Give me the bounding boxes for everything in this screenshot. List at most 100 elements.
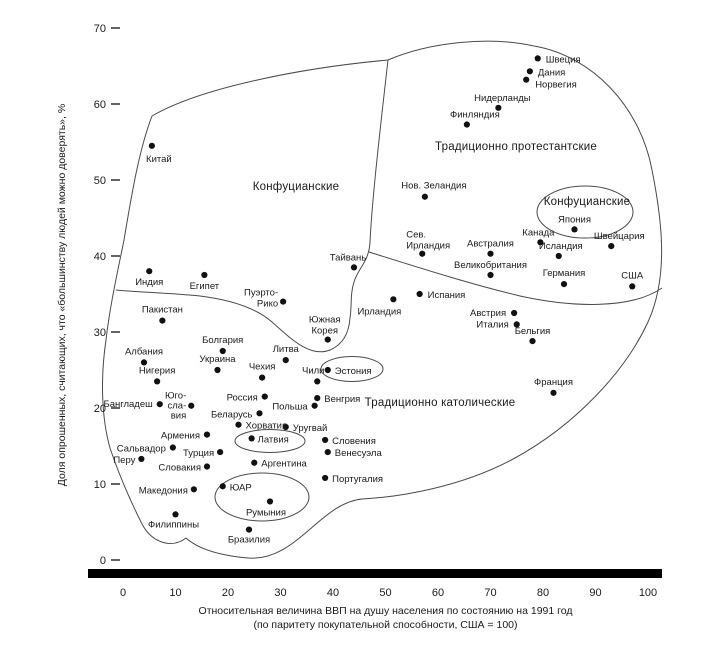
data-point [419,250,426,257]
data-point [266,498,274,505]
data-point [416,290,423,298]
x-tick-label: 80 [537,587,549,599]
x-tick-label: 90 [589,587,601,599]
x-axis-label-line1: Относительная величина ВВП на душу насел… [198,605,573,617]
data-point [322,436,329,444]
country-label: Италия [476,319,508,330]
data-point [219,347,226,355]
country-label: Перу [113,455,135,466]
data-point [529,338,536,345]
data-point [248,435,255,442]
confucian-japan-group [536,185,634,239]
data-point [172,511,179,518]
country-label: Пакистан [142,305,183,316]
country-label: Венесуэла [335,448,383,459]
data-point [534,55,541,62]
data-point [324,366,331,374]
country-label: Индия [135,277,163,288]
country-label: Македония [139,485,188,496]
data-point [156,401,163,408]
data-point [201,271,208,279]
data-point [629,283,636,290]
country-label: Болгария [202,335,243,346]
country-label: Тайвань [330,252,366,263]
data-point [259,374,266,381]
country-label: Чехия [249,362,276,373]
country-label: Южная Корея [309,315,341,337]
data-point [487,250,494,257]
data-point [314,395,321,402]
country-label: Польша [272,402,308,413]
y-tick-label: 10 [94,479,106,491]
data-point [280,298,287,305]
country-label: Исландия [539,241,583,252]
data-point [235,421,242,428]
y-tick-label: 20 [94,403,106,415]
data-point [495,104,502,111]
data-point [261,393,268,400]
country-label: Австралия [467,239,514,250]
data-point [324,336,331,343]
country-label: Швейцария [594,231,645,242]
x-tick-label: 10 [169,587,181,599]
data-point [256,410,263,417]
country-label: Венгрия [324,394,360,405]
data-point [390,296,397,303]
y-axis-label: Доля опрошенных, считающих, что «большин… [56,103,68,487]
data-point [217,448,224,456]
country-label: Армения [161,431,200,442]
country-label: Япония [558,214,591,225]
country-label: Финляндия [450,110,500,121]
country-label: Филиппины [148,519,199,530]
country-label: США [621,270,644,281]
country-label: Пуэрто-Рико [244,288,278,310]
country-label: Нидерланды [474,93,531,104]
divider-confucian [115,59,389,353]
country-label: Украина [199,354,236,365]
data-point [550,389,557,396]
data-point [463,121,470,128]
data-point [571,226,578,233]
data-point [148,142,155,149]
divider-protestant-catholic [368,251,663,305]
country-label: Латвия [258,434,289,445]
country-label: Бельгия [515,326,551,337]
data-point [282,357,289,364]
country-label: Австрия [470,308,506,319]
country-label: Бразилия [228,535,270,546]
country-label: Словакия [158,463,201,474]
data-point [487,271,494,279]
y-tick-label: 60 [94,99,106,111]
data-point [169,444,176,451]
country-label: Албания [125,346,163,357]
x-tick-label: 60 [432,587,444,599]
data-point [251,459,258,466]
country-label: Сальвадор [117,444,166,455]
data-point [526,68,533,75]
x-tick-label: 0 [120,587,126,599]
data-point [190,486,197,493]
country-label: Юго-сла-вия [165,391,186,422]
data-point [350,264,358,271]
region-label: Конфуцианские [544,196,631,208]
data-point [203,463,211,470]
data-point [282,423,289,431]
country-label: Великобритания [454,260,527,271]
x-tick-label: 100 [639,587,657,599]
country-label: Канада [522,227,555,238]
data-point [245,526,253,533]
x-axis-label-line2: (по паритету покупательной способности, … [253,619,518,631]
x-tick-label: 50 [379,587,391,599]
country-label: Бангладеш [103,399,152,410]
country-label: Аргентина [261,459,307,470]
data-point [421,193,428,200]
country-label: Литва [273,344,300,355]
data-point [608,243,615,250]
data-point [513,321,520,328]
x-axis-label: Относительная величина ВВП на душу насел… [123,604,648,632]
data-point [322,474,329,482]
region-label: Конфуцианские [253,181,340,193]
south-africa-romania-group [214,472,310,522]
country-label: Германия [543,268,586,279]
country-label: Турция [183,448,214,459]
